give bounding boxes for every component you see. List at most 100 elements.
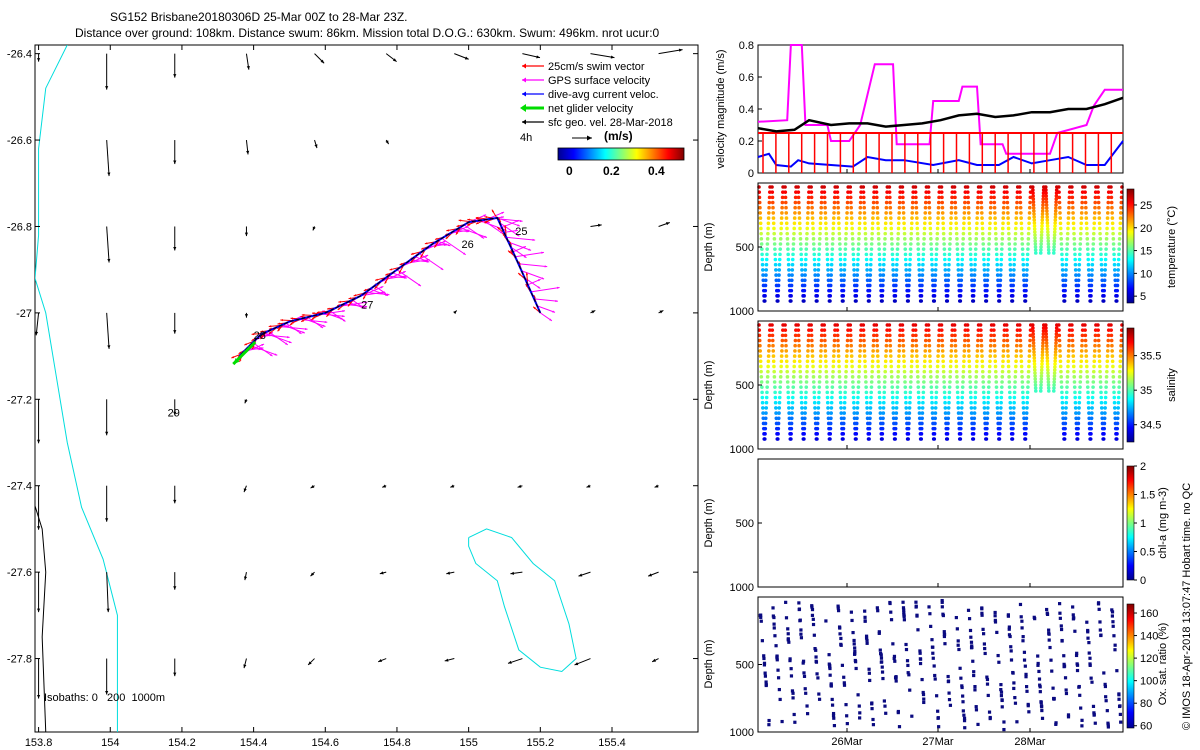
profile-dot [1117, 237, 1122, 241]
profile-dot [831, 237, 835, 241]
oxygen-dot [995, 630, 999, 635]
profile-dot [1041, 332, 1046, 336]
profile-dot [1098, 364, 1102, 369]
profile-dot [884, 200, 889, 205]
profile-dot [1071, 205, 1075, 210]
profile-dot [945, 294, 950, 298]
gps-velocity-arrow [298, 318, 328, 324]
profile-dot [909, 369, 914, 374]
profile-dot [815, 283, 820, 288]
oxygen-dot [802, 671, 806, 675]
profile-dot [789, 294, 793, 298]
oxygen-dot [1013, 696, 1017, 700]
profile-dot [933, 406, 938, 410]
oxygen-dot [801, 661, 805, 665]
profile-dot [855, 273, 860, 277]
profile-dot [1096, 190, 1100, 194]
profile-dot [949, 211, 954, 215]
profile-dot [1054, 203, 1058, 207]
profile-dot [1010, 432, 1015, 436]
profile-dot [1090, 395, 1095, 400]
profile-dot [1078, 247, 1082, 251]
profile-dot [824, 237, 829, 241]
profile-dot [940, 343, 945, 348]
profile-dot [882, 242, 887, 246]
profile-dot [871, 349, 875, 353]
profile-dot [1112, 257, 1117, 262]
profile-dot [791, 237, 796, 241]
map-xtick-label: 154 [101, 737, 119, 749]
profile-dot [849, 200, 853, 205]
profile-dot [1072, 242, 1077, 246]
profile-dot [1077, 406, 1081, 410]
profile-dot [928, 354, 932, 358]
profile-dot [865, 400, 869, 405]
profile-dot [1064, 252, 1069, 257]
profile-dot [764, 262, 769, 267]
profile-dot [919, 432, 924, 436]
title-line1: SG152 Brisbane20180306D 25-Mar 00Z to 28… [110, 10, 408, 24]
profile-dot [842, 400, 847, 405]
profile-dot [797, 211, 802, 215]
profile-dot [887, 323, 892, 327]
profile-dot [863, 375, 868, 379]
oxygen-dot [920, 677, 924, 682]
profile-dot [804, 237, 809, 241]
profile-dot [1010, 294, 1015, 298]
profile-dot [874, 195, 879, 200]
oxygen-dot [1106, 723, 1110, 727]
profile-dot [767, 343, 771, 348]
profile-dot [772, 226, 776, 231]
profile-dot [907, 406, 912, 410]
profile-dot [1060, 390, 1064, 395]
profile-dot [779, 221, 784, 226]
profile-dot [878, 273, 883, 277]
oxygen-dot [1009, 645, 1013, 649]
oxygen-dot [1008, 634, 1012, 639]
profile-dot [837, 231, 842, 236]
profile-dot [1054, 338, 1058, 342]
gps-velocity-arrow [503, 229, 518, 233]
profile-dot [855, 411, 860, 415]
profile-dot [978, 323, 983, 327]
profile-dot [1020, 247, 1025, 251]
profile-dot [1025, 262, 1029, 267]
profile-dot [817, 390, 821, 395]
profile-dot [981, 237, 985, 241]
profile-dot [1090, 262, 1095, 267]
oxygen-dot [947, 691, 951, 695]
profile-dot [766, 216, 771, 220]
profile-dot [874, 323, 879, 327]
current-track-line [238, 216, 542, 357]
profile-dot [936, 343, 941, 348]
profile-dot [1014, 211, 1019, 215]
geo-vector-arrow [517, 484, 523, 488]
profile-dot [885, 195, 889, 200]
profile-dot [1071, 221, 1076, 226]
profile-dot [987, 369, 992, 374]
oxygen-dot [910, 714, 914, 718]
profile-dot [1005, 195, 1009, 200]
depth-tick-label: 1000 [730, 306, 754, 318]
isobaths [35, 45, 577, 732]
oxygen-dot [1015, 720, 1019, 724]
oxygen-dot [956, 643, 960, 647]
profile-dot [947, 257, 951, 262]
profile-dot [1044, 188, 1048, 192]
profile-dot [863, 226, 867, 231]
profile-dot [828, 437, 832, 441]
colorbar-tick-label: 34.5 [1140, 420, 1161, 432]
profile-dot [942, 380, 946, 384]
profile-dot [765, 385, 769, 389]
profile-dot [1020, 237, 1024, 241]
profile-dot [895, 395, 899, 400]
profile-dot [872, 333, 876, 338]
profile-dot [1019, 221, 1024, 226]
profile-dot [856, 242, 861, 246]
profile-dot [1116, 268, 1120, 272]
profile-dot [777, 406, 782, 410]
profile-dot [766, 359, 771, 364]
profile-dot [845, 211, 849, 215]
profile-dot [898, 195, 902, 200]
